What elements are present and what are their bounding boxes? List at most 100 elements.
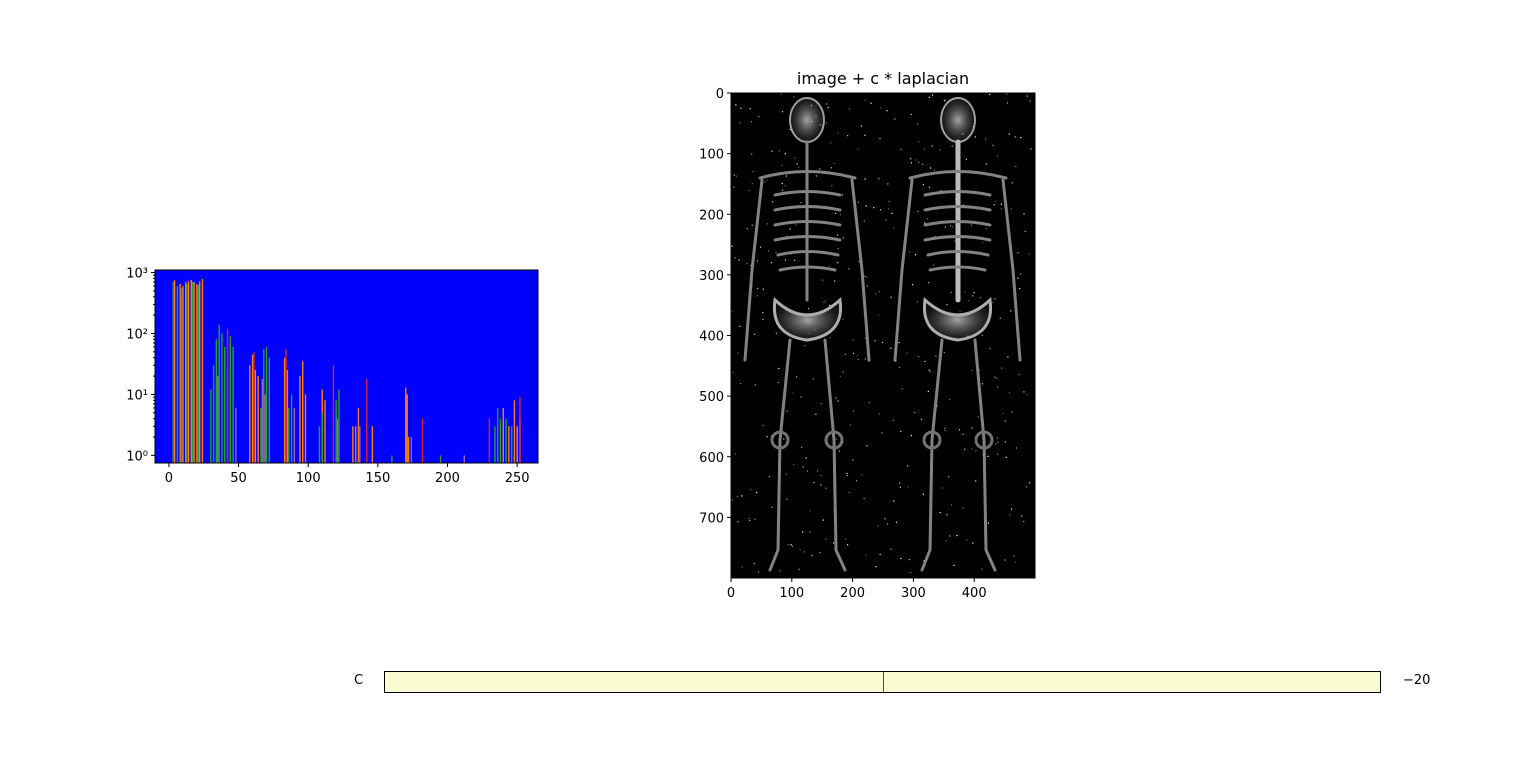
noise-speck: [946, 514, 948, 516]
y-tick-label: 600: [699, 451, 724, 466]
noise-speck: [825, 487, 827, 489]
noise-speck: [813, 481, 815, 484]
noise-speck: [1000, 208, 1002, 210]
noise-speck: [815, 413, 817, 415]
noise-speck: [819, 168, 821, 170]
histogram-bar: [366, 378, 368, 463]
noise-speck: [829, 304, 831, 306]
histogram-bar: [336, 418, 339, 463]
noise-speck: [802, 466, 804, 468]
noise-speck: [845, 538, 847, 540]
noise-speck: [954, 240, 956, 242]
noise-speck: [922, 163, 924, 165]
noise-speck: [893, 500, 895, 502]
noise-speck: [910, 158, 912, 160]
noise-speck: [753, 562, 755, 565]
noise-speck: [775, 332, 777, 334]
noise-speck: [873, 207, 875, 209]
histogram-bar: [321, 412, 323, 463]
noise-speck: [956, 535, 958, 537]
x-tick-label: 300: [901, 586, 926, 601]
noise-speck: [866, 445, 868, 447]
noise-speck: [924, 222, 926, 224]
noise-speck: [907, 465, 909, 467]
skeleton-front-view: [743, 97, 871, 572]
histogram-bar: [519, 397, 521, 463]
histogram-bar: [192, 281, 194, 463]
noise-speck: [875, 293, 877, 295]
noise-speck: [736, 496, 738, 498]
slider-value: −20: [1403, 673, 1431, 688]
noise-speck: [841, 194, 844, 196]
noise-speck: [989, 347, 991, 350]
y-tick-label: 0: [716, 87, 724, 102]
noise-speck: [756, 260, 759, 262]
noise-speck: [885, 219, 887, 221]
noise-speck: [1004, 441, 1006, 443]
noise-speck: [741, 495, 743, 497]
noise-speck: [1008, 133, 1010, 135]
noise-speck: [1020, 136, 1022, 139]
noise-speck: [870, 102, 872, 104]
noise-speck: [939, 511, 941, 514]
histogram-bar: [253, 351, 255, 463]
noise-speck: [837, 248, 839, 250]
noise-speck: [899, 366, 901, 369]
noise-speck: [965, 158, 967, 160]
histogram-bar: [410, 437, 413, 463]
noise-speck: [866, 285, 868, 287]
noise-speck: [839, 214, 842, 216]
histogram-bar: [508, 426, 510, 463]
x-tick-label: 100: [296, 471, 321, 486]
noise-speck: [875, 566, 877, 568]
histogram-y-axis: 10⁰ 10¹ 10² 10³: [126, 267, 155, 464]
noise-speck: [777, 381, 780, 384]
y-tick-label: 300: [699, 269, 724, 284]
noise-speck: [916, 301, 918, 303]
noise-speck: [994, 376, 996, 378]
noise-speck: [781, 111, 784, 113]
noise-speck: [981, 383, 984, 385]
noise-speck: [975, 480, 977, 482]
noise-speck: [951, 226, 954, 228]
image-y-axis: 0 100 200 300 400 500 600 700: [699, 87, 731, 526]
histogram-bar: [304, 394, 307, 463]
noise-speck: [928, 186, 930, 188]
noise-speck: [891, 212, 893, 214]
noise-speck: [800, 396, 802, 398]
noise-speck: [834, 280, 836, 282]
noise-speck: [793, 463, 795, 466]
noise-speck: [962, 507, 964, 509]
noise-speck: [906, 486, 909, 488]
noise-speck: [786, 410, 788, 412]
noise-speck: [918, 141, 920, 143]
noise-speck: [917, 210, 919, 213]
noise-speck: [982, 242, 984, 244]
noise-speck: [977, 416, 979, 418]
noise-speck: [837, 400, 839, 402]
c-slider[interactable]: [384, 671, 1381, 693]
histogram-bar: [488, 418, 491, 463]
noise-speck: [837, 262, 839, 264]
noise-speck: [947, 476, 950, 478]
noise-speck: [1010, 508, 1013, 510]
noise-speck: [1029, 482, 1031, 484]
noise-speck: [816, 470, 819, 472]
noise-speck: [918, 161, 920, 164]
noise-speck: [936, 405, 938, 407]
noise-speck: [844, 353, 847, 355]
noise-speck: [781, 164, 783, 166]
histogram-bar: [359, 426, 361, 463]
noise-speck: [890, 347, 892, 349]
noise-speck: [975, 450, 977, 452]
histogram-bar: [260, 407, 262, 463]
noise-speck: [949, 399, 951, 401]
noise-speck: [899, 486, 901, 488]
noise-speck: [1011, 411, 1013, 413]
histogram-bar: [176, 286, 179, 463]
noise-speck: [822, 519, 824, 521]
noise-speck: [796, 163, 798, 165]
noise-speck: [734, 453, 737, 455]
noise-speck: [795, 224, 797, 226]
noise-speck: [997, 155, 999, 157]
